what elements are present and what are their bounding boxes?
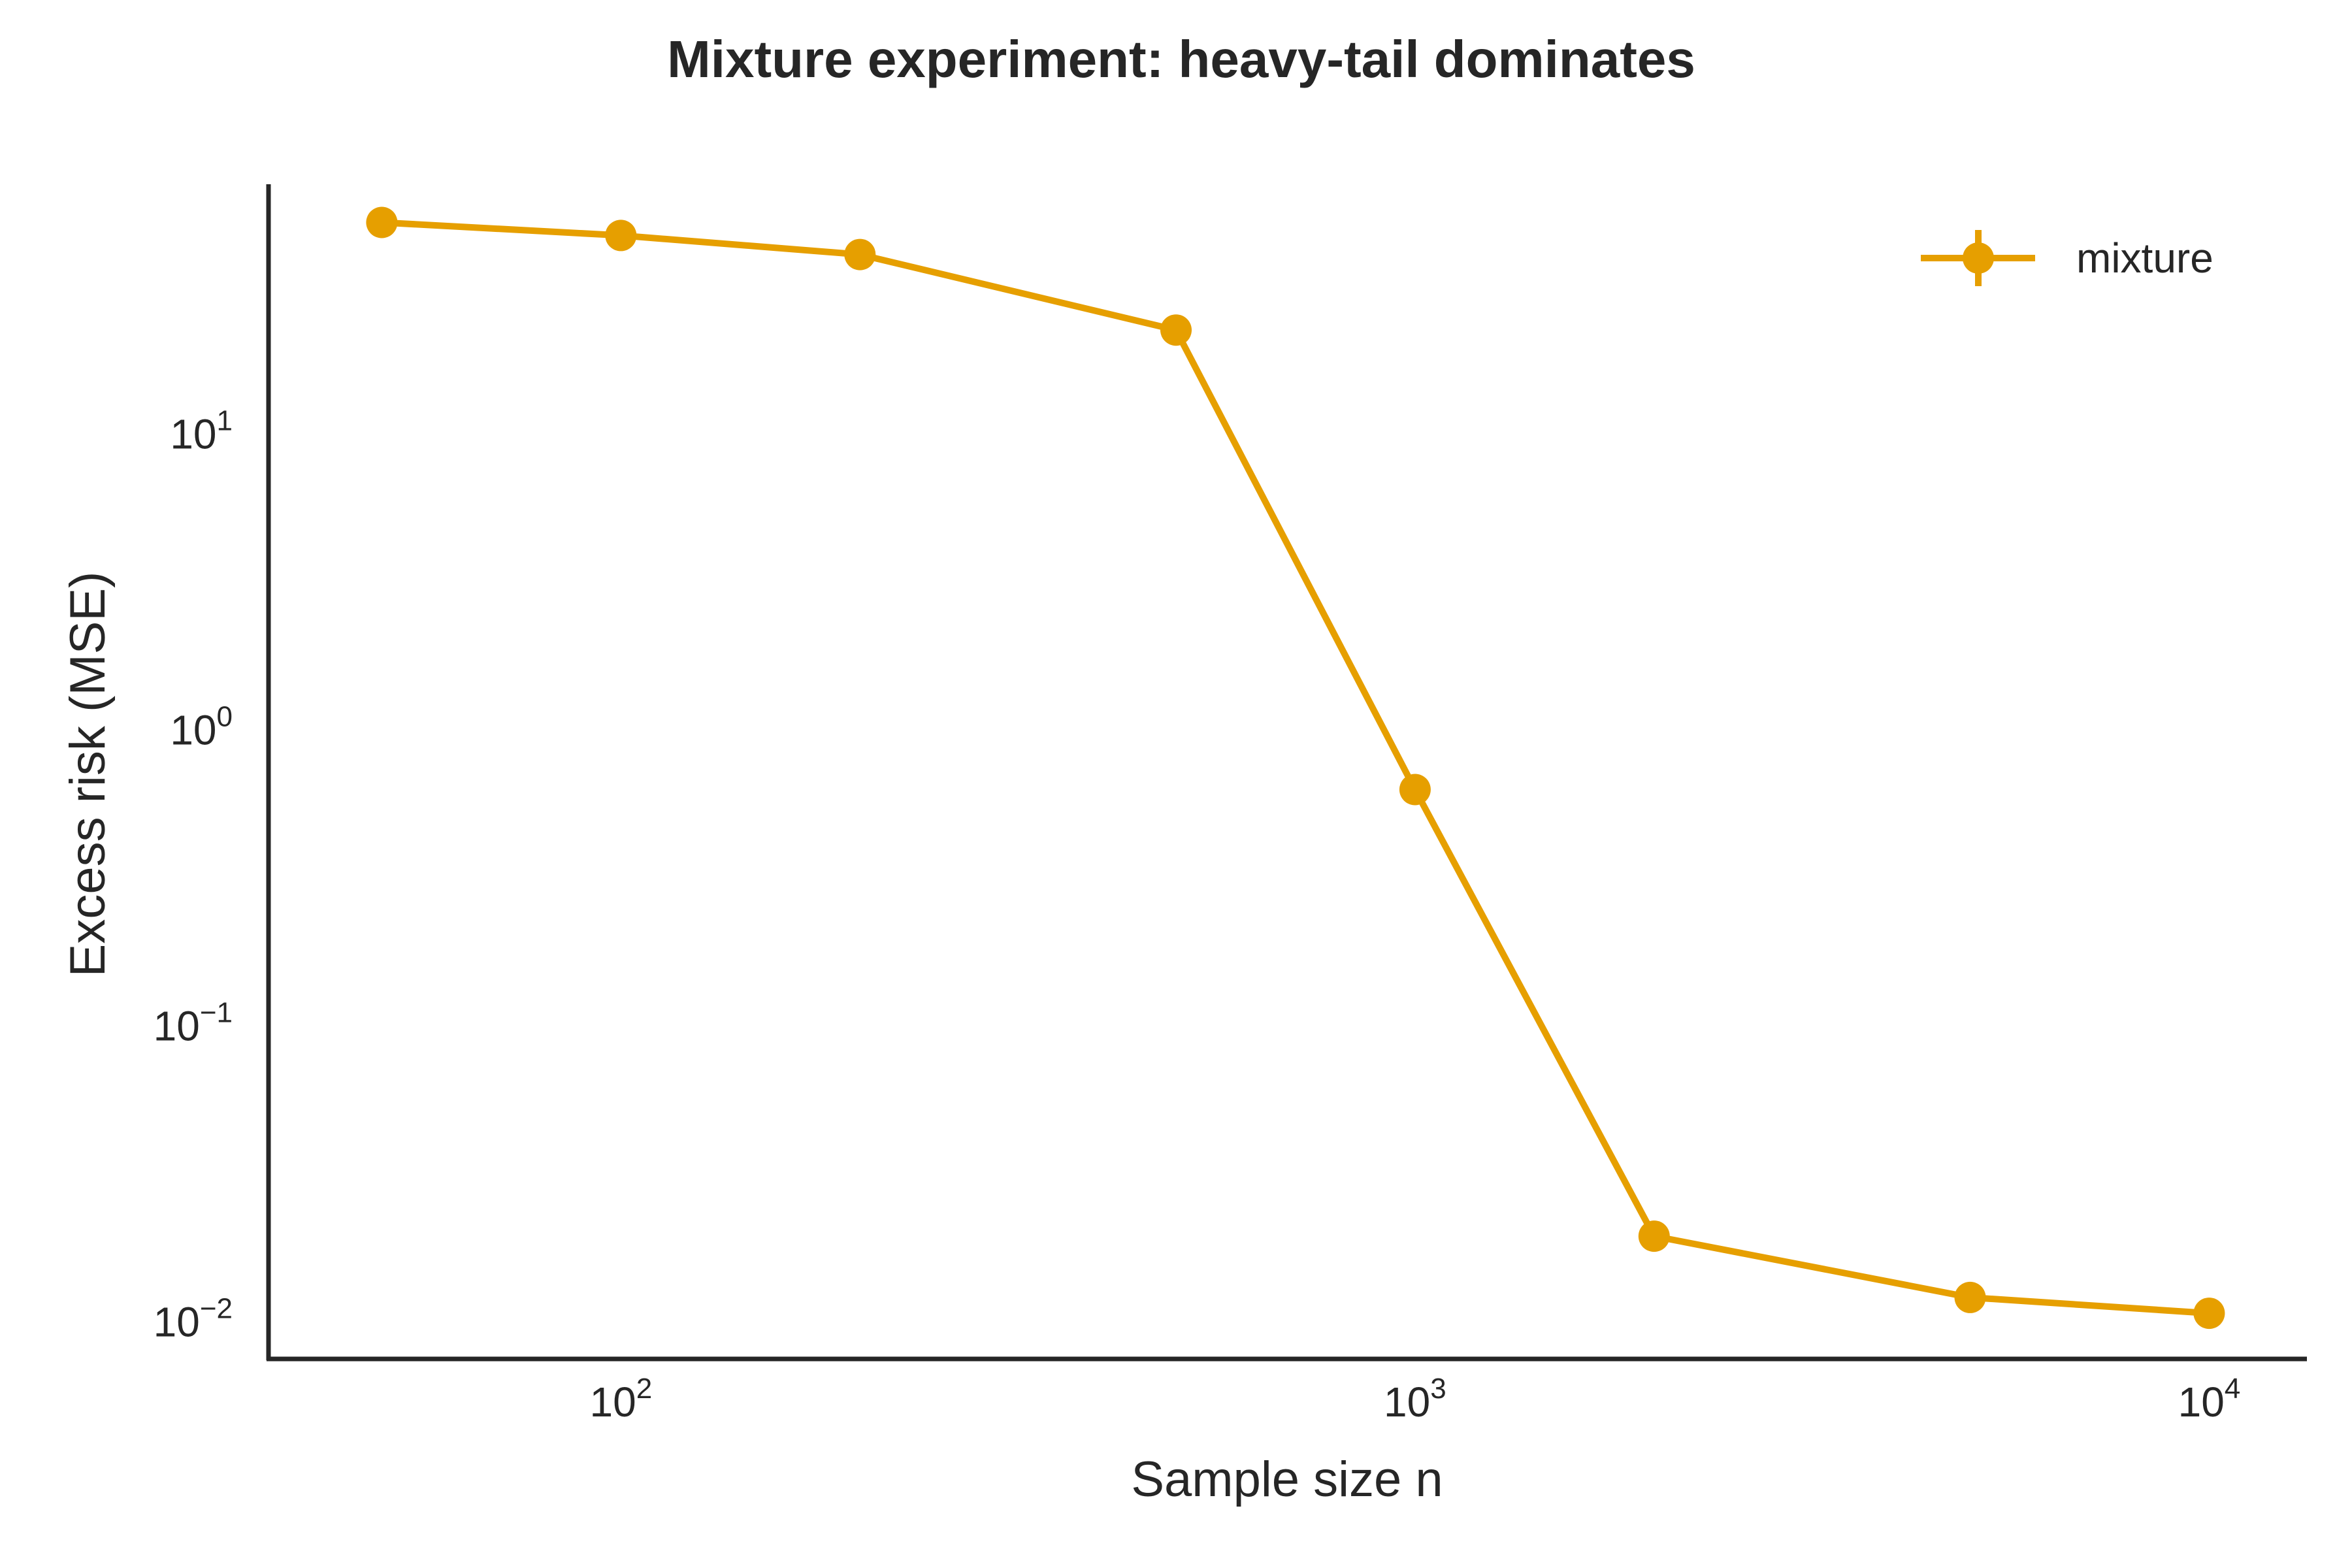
legend: mixture — [1921, 230, 2213, 286]
legend-label: mixture — [2076, 235, 2213, 282]
chart-title: Mixture experiment: heavy-tail dominates — [667, 30, 1695, 88]
data-point — [366, 206, 398, 238]
y-axis-label: Excess risk (MSE) — [60, 572, 116, 977]
data-point — [605, 220, 637, 252]
data-point — [2193, 1298, 2225, 1330]
data-point — [1954, 1281, 1986, 1313]
legend-marker — [1963, 242, 1994, 274]
data-point — [1638, 1220, 1670, 1252]
y-tick-label: 100 — [170, 701, 233, 754]
data-point — [844, 238, 876, 270]
data-point — [1399, 774, 1431, 806]
x-tick-labels: 102 103 104 — [590, 1373, 2241, 1426]
series-line — [382, 219, 2210, 1317]
series-layer — [366, 206, 2225, 1330]
y-tick-label: 10−2 — [154, 1292, 233, 1345]
y-tick-labels: 10−2 10−1 100 101 — [154, 405, 233, 1346]
x-tick-label: 103 — [1384, 1373, 1446, 1426]
x-axis-label: Sample size n — [1131, 1452, 1443, 1507]
x-tick-label: 102 — [590, 1373, 653, 1426]
axes — [266, 184, 2307, 1362]
y-tick-label: 10−1 — [154, 997, 233, 1050]
data-point — [1160, 314, 1192, 346]
x-tick-label: 104 — [2178, 1373, 2241, 1426]
y-tick-label: 101 — [170, 405, 233, 458]
